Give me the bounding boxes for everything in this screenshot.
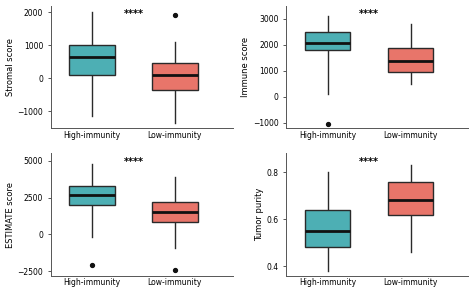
Y-axis label: ESTIMATE score: ESTIMATE score	[6, 182, 15, 248]
Bar	[152, 63, 198, 90]
Text: ****: ****	[359, 9, 379, 19]
Y-axis label: Stromal score: Stromal score	[6, 38, 15, 96]
Text: ****: ****	[359, 157, 379, 167]
Bar	[305, 210, 350, 248]
Y-axis label: Tumor purity: Tumor purity	[255, 188, 264, 241]
Bar	[69, 186, 115, 205]
Text: ****: ****	[124, 157, 144, 167]
Bar	[152, 202, 198, 222]
Y-axis label: Immune score: Immune score	[241, 37, 250, 97]
Bar	[388, 48, 433, 72]
Text: ****: ****	[124, 9, 144, 19]
Bar	[69, 45, 115, 75]
Bar	[388, 182, 433, 214]
Bar	[305, 32, 350, 50]
